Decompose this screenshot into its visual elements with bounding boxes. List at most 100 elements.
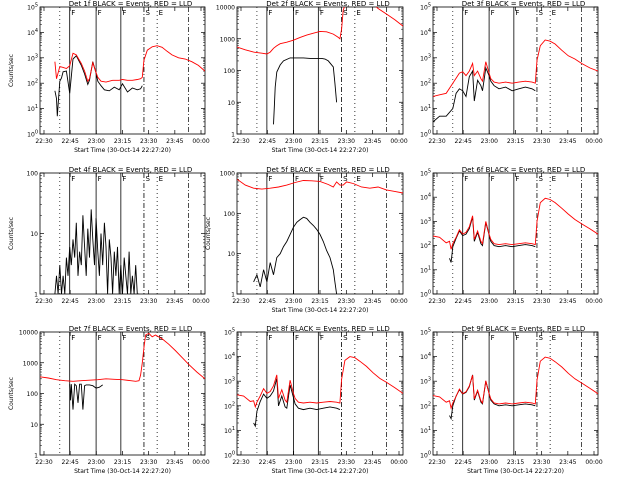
y-tick-label: 103 — [420, 217, 431, 226]
series-line-lld — [433, 197, 598, 250]
x-axis-label: Start Time (30-Oct-14 22:27:20) — [272, 147, 369, 154]
x-tick-label: 23:00 — [88, 298, 105, 305]
marker-label: F — [71, 9, 75, 17]
y-tick-label: 104 — [420, 28, 431, 37]
y-tick-label: 104 — [27, 28, 38, 37]
marker-label: F — [515, 175, 519, 183]
y-tick-label: 103 — [420, 377, 431, 386]
y-tick-label: 102 — [420, 241, 431, 250]
x-tick-label: 22:30 — [232, 459, 249, 466]
x-tick-label: 23:00 — [481, 298, 498, 305]
marker-label: F — [268, 9, 272, 17]
x-tick-label: 00:00 — [390, 138, 407, 145]
event-markers — [256, 173, 387, 294]
marker-label: E — [552, 334, 556, 342]
event-markers — [256, 7, 387, 134]
x-tick-label: 23:30 — [533, 298, 550, 305]
marker-label: S — [538, 9, 543, 17]
x-tick-label: 23:30 — [533, 459, 550, 466]
y-axis-label: Counts/sec — [205, 217, 212, 250]
x-tick-label: 23:45 — [559, 459, 576, 466]
marker-label: F — [464, 9, 468, 17]
y-tick-label: 104 — [224, 352, 235, 361]
series-group — [237, 178, 403, 294]
series-line-lld — [433, 39, 598, 97]
y-tick-label: 10 — [30, 231, 38, 238]
x-axis-label: Start Time (30-Oct-14 22:27:20) — [272, 468, 369, 475]
plot-frame — [236, 331, 404, 456]
series-group — [237, 7, 403, 125]
y-tick-label: 10 — [227, 251, 235, 258]
x-tick-label: 00:00 — [192, 298, 209, 305]
x-tick-label: 00:00 — [585, 138, 602, 145]
marker-label: F — [320, 9, 324, 17]
x-axis-label: Start Time (30-Oct-14 22:27:20) — [74, 147, 171, 154]
panel-title: Det 5f BLACK = Events, RED = LLD — [266, 166, 389, 174]
x-tick-label: 23:15 — [507, 138, 524, 145]
marker-label: F — [268, 334, 272, 342]
x-tick-label: 00:00 — [192, 138, 209, 145]
series-line-lld — [40, 332, 205, 382]
marker-label: E — [356, 175, 360, 183]
series-line-events — [54, 209, 139, 294]
series-group — [433, 197, 598, 263]
series-line-events — [433, 66, 536, 123]
series-line-events — [54, 55, 143, 117]
x-tick-label: 22:45 — [259, 298, 276, 305]
series-line-events — [449, 216, 536, 263]
x-tick-label: 23:00 — [481, 138, 498, 145]
marker-label: F — [122, 175, 126, 183]
y-tick-label: 10000 — [19, 330, 38, 337]
marker-label: F — [98, 175, 102, 183]
x-tick-label: 22:45 — [455, 138, 472, 145]
y-tick-label: 100 — [27, 130, 38, 139]
x-tick-label: 23:15 — [507, 298, 524, 305]
series-group — [54, 45, 205, 117]
y-axis-label: Counts/sec — [8, 217, 15, 250]
event-markers — [59, 7, 189, 134]
marker-label: F — [491, 334, 495, 342]
x-tick-label: 23:45 — [364, 138, 381, 145]
x-tick-label: 23:45 — [166, 459, 183, 466]
x-tick-label: 00:00 — [390, 298, 407, 305]
x-tick-label: 23:45 — [166, 298, 183, 305]
marker-label: F — [295, 334, 299, 342]
x-tick-label: 22:45 — [62, 138, 79, 145]
marker-label: S — [538, 334, 543, 342]
y-tick-label: 10 — [30, 422, 38, 429]
plot-frame — [236, 172, 404, 295]
x-tick-label: 22:45 — [455, 459, 472, 466]
x-tick-label: 22:45 — [62, 459, 79, 466]
series-group — [433, 39, 598, 123]
x-tick-label: 00:00 — [585, 459, 602, 466]
x-tick-label: 23:45 — [559, 298, 576, 305]
x-tick-label: 23:30 — [533, 138, 550, 145]
event-markers — [452, 173, 582, 294]
marker-label: E — [356, 334, 360, 342]
x-tick-label: 23:30 — [338, 298, 355, 305]
y-axis-label: Counts/sec — [8, 377, 15, 410]
y-tick-label: 102 — [27, 79, 38, 88]
x-tick-label: 23:45 — [364, 298, 381, 305]
plot-frame — [432, 6, 599, 135]
x-tick-label: 23:45 — [166, 138, 183, 145]
x-tick-label: 23:00 — [285, 459, 302, 466]
x-tick-label: 22:45 — [62, 298, 79, 305]
series-line-events — [69, 383, 103, 410]
y-tick-label: 103 — [224, 377, 235, 386]
panel-det-3: Det 3f BLACK = Events, RED = LLD 100 101 10… — [420, 0, 603, 145]
marker-label: F — [122, 9, 126, 17]
y-tick-label: 100 — [27, 391, 39, 398]
y-tick-label: 1000 — [23, 360, 38, 367]
panel-det-6: Det 6f BLACK = Events, RED = LLD 100 101 10… — [420, 166, 603, 305]
series-line-events — [253, 216, 338, 294]
marker-label: F — [464, 175, 468, 183]
panel-title: Det 8f BLACK = Events, RED = LLD — [266, 325, 389, 333]
panel-det-5: Det 5f BLACK = Events, RED = LLD Counts/s… — [205, 166, 408, 314]
panel-det-8: Det 8f BLACK = Events, RED = LLD Start Ti… — [224, 325, 408, 475]
series-line-lld — [433, 356, 598, 410]
x-tick-label: 22:30 — [35, 298, 52, 305]
y-tick-label: 100 — [224, 68, 236, 75]
x-tick-label: 23:30 — [338, 459, 355, 466]
